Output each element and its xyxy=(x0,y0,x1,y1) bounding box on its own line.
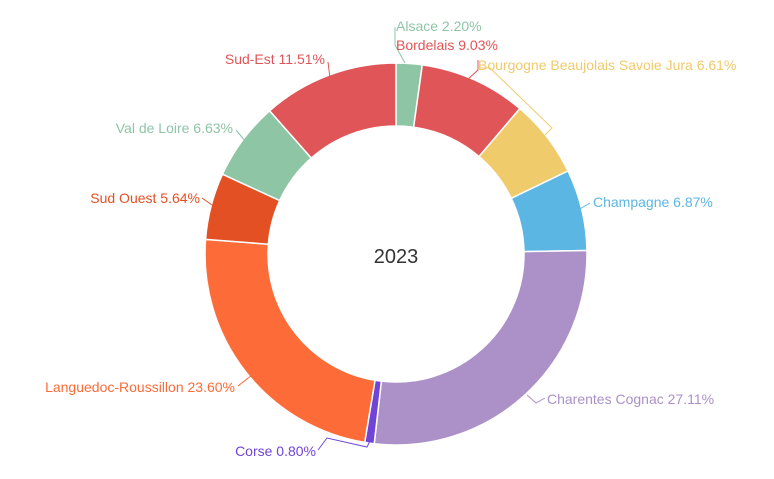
leader-line-alsace xyxy=(394,27,406,64)
slice-labels: Alsace 2.20% Bordelais 9.03% Bourgogne Bea… xyxy=(45,18,736,459)
label-sud-ouest: Sud Ouest 5.64% xyxy=(90,190,200,206)
leader-line-languedoc-roussillon xyxy=(237,374,253,387)
label-leader-lines xyxy=(201,27,591,451)
label-corse: Corse 0.80% xyxy=(235,443,316,459)
label-charentes-cognac: Charentes Cognac 27.11% xyxy=(547,391,714,407)
leader-line-sud-est xyxy=(327,61,331,79)
label-bourgogne-beaujolais-savoie-jura: Bourgogne Beaujolais Savoie Jura 6.61% xyxy=(478,57,736,73)
leader-line-bordelais xyxy=(465,60,479,82)
label-languedoc-roussillon: Languedoc-Roussillon 23.60% xyxy=(45,379,235,395)
label-val-de-loire: Val de Loire 6.63% xyxy=(116,120,233,136)
leader-line-bourgogne-beaujolais-savoie-jura xyxy=(478,67,553,136)
center-year-label: 2023 xyxy=(374,246,419,268)
label-sud-est: Sud-Est 11.51% xyxy=(225,51,325,67)
donut-slices xyxy=(204,62,588,446)
label-alsace: Alsace 2.20% xyxy=(396,18,482,34)
leader-line-corse xyxy=(317,437,371,451)
slice-languedoc-roussillon[interactable] xyxy=(204,238,376,444)
slice-sud-est[interactable] xyxy=(268,62,397,160)
leader-line-sud-ouest xyxy=(201,197,213,206)
leader-line-val-de-loire xyxy=(235,129,247,143)
leader-line-charentes-cognac xyxy=(526,394,546,404)
slice-charentes-cognac[interactable] xyxy=(373,249,588,446)
label-bordelais: Bordelais 9.03% xyxy=(396,37,498,53)
label-champagne: Champagne 6.87% xyxy=(593,194,713,210)
leader-line-champagne xyxy=(577,202,591,211)
